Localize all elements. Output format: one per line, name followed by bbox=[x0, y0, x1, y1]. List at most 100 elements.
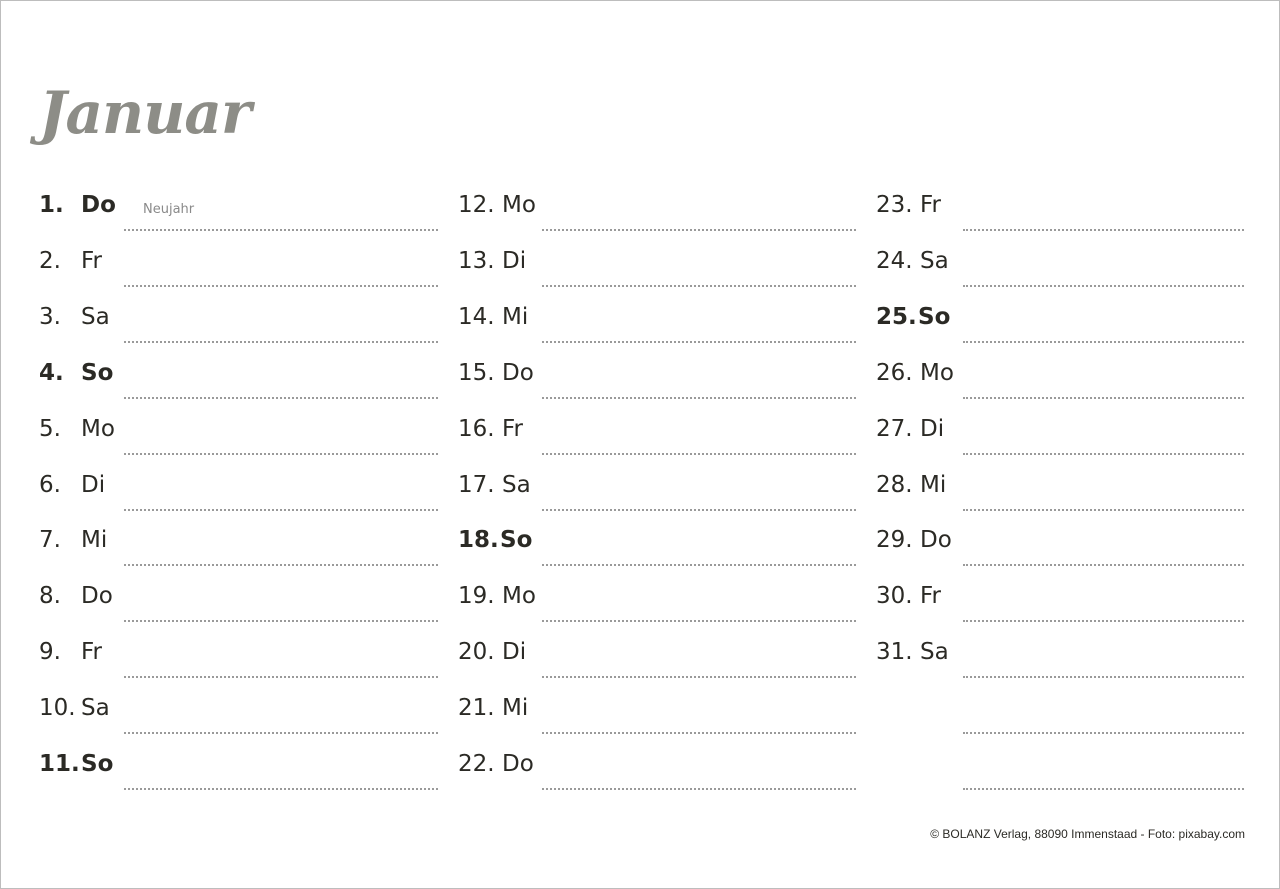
day-row bbox=[876, 686, 1244, 742]
day-row: 25. So bbox=[876, 295, 1244, 351]
weekday: Do bbox=[81, 192, 116, 218]
day-row: 8. Do bbox=[39, 574, 438, 630]
writing-line[interactable] bbox=[963, 452, 1244, 455]
writing-line[interactable] bbox=[963, 229, 1244, 231]
day-row: 2. Fr bbox=[39, 239, 438, 295]
day-row: 28. Mi bbox=[876, 463, 1244, 519]
writing-line[interactable] bbox=[124, 788, 438, 790]
weekday: Fr bbox=[920, 192, 942, 218]
weekday: Mi bbox=[502, 303, 529, 330]
day-row bbox=[876, 742, 1244, 798]
day-number: 12. bbox=[458, 192, 495, 218]
weekday: Sa bbox=[920, 639, 949, 666]
day-row: 21. Mi bbox=[458, 686, 856, 742]
day-number: 29. bbox=[876, 527, 913, 554]
writing-line[interactable] bbox=[542, 284, 856, 287]
writing-line[interactable] bbox=[124, 508, 438, 511]
weekday: Mo bbox=[502, 192, 536, 218]
day-number: 21. bbox=[458, 695, 495, 722]
day-number: 25. bbox=[876, 303, 917, 330]
writing-line[interactable] bbox=[124, 340, 438, 343]
day-row: 15. Do bbox=[458, 351, 856, 407]
writing-line[interactable] bbox=[124, 620, 438, 623]
day-row: 17. Sa bbox=[458, 463, 856, 519]
weekday: Do bbox=[502, 359, 534, 386]
writing-line[interactable] bbox=[963, 788, 1244, 790]
day-row: 16. Fr bbox=[458, 407, 856, 463]
writing-line[interactable] bbox=[963, 284, 1244, 287]
writing-line[interactable] bbox=[542, 508, 856, 511]
day-number: 6. bbox=[39, 471, 61, 498]
day-row: 9. Fr bbox=[39, 630, 438, 686]
day-row: 1. Do Neujahr bbox=[39, 183, 438, 239]
writing-line[interactable] bbox=[963, 732, 1244, 735]
writing-line[interactable] bbox=[542, 340, 856, 343]
writing-line[interactable] bbox=[124, 452, 438, 455]
weekday: Di bbox=[502, 639, 527, 666]
writing-line[interactable] bbox=[542, 452, 856, 455]
weekday: Sa bbox=[81, 303, 110, 330]
writing-line[interactable] bbox=[124, 732, 438, 735]
weekday: So bbox=[918, 303, 951, 330]
writing-line[interactable] bbox=[963, 340, 1244, 343]
weekday: Mo bbox=[502, 583, 536, 610]
weekday: So bbox=[500, 527, 533, 554]
writing-line[interactable] bbox=[124, 396, 438, 399]
day-row: 24. Sa bbox=[876, 239, 1244, 295]
day-number: 30. bbox=[876, 583, 913, 610]
weekday: Di bbox=[920, 415, 945, 442]
day-row: 26. Mo bbox=[876, 351, 1244, 407]
day-number: 11. bbox=[39, 751, 80, 777]
writing-line[interactable] bbox=[542, 229, 856, 231]
writing-line[interactable] bbox=[963, 676, 1244, 679]
day-number: 7. bbox=[39, 527, 61, 554]
writing-line[interactable] bbox=[124, 564, 438, 567]
day-number: 31. bbox=[876, 639, 913, 666]
weekday: Di bbox=[502, 247, 527, 274]
day-number: 13. bbox=[458, 247, 495, 274]
weekday: Fr bbox=[81, 247, 103, 274]
weekday: Mo bbox=[81, 415, 115, 442]
day-number: 16. bbox=[458, 415, 495, 442]
day-number: 10. bbox=[39, 695, 76, 722]
writing-line[interactable] bbox=[124, 229, 438, 231]
day-number: 19. bbox=[458, 583, 495, 610]
weekday: Mi bbox=[81, 527, 108, 554]
writing-line[interactable] bbox=[542, 732, 856, 735]
weekday: Sa bbox=[502, 471, 531, 498]
copyright-footer: © BOLANZ Verlag, 88090 Immenstaad - Foto… bbox=[930, 827, 1245, 841]
day-number: 27. bbox=[876, 415, 913, 442]
writing-line[interactable] bbox=[963, 508, 1244, 511]
weekday: Mi bbox=[502, 695, 529, 722]
writing-line[interactable] bbox=[124, 676, 438, 679]
day-row: 11. So bbox=[39, 742, 438, 798]
day-number: 17. bbox=[458, 471, 495, 498]
day-row: 30. Fr bbox=[876, 574, 1244, 630]
day-row: 6. Di bbox=[39, 463, 438, 519]
weekday: Do bbox=[920, 527, 952, 554]
weekday: Sa bbox=[920, 247, 949, 274]
writing-line[interactable] bbox=[542, 788, 856, 790]
day-row: 3. Sa bbox=[39, 295, 438, 351]
weekday: Mo bbox=[920, 359, 954, 386]
writing-line[interactable] bbox=[963, 620, 1244, 623]
day-number: 5. bbox=[39, 415, 61, 442]
day-number: 8. bbox=[39, 583, 61, 610]
month-title: Januar bbox=[39, 79, 251, 147]
writing-line[interactable] bbox=[542, 396, 856, 399]
weekday: So bbox=[81, 359, 114, 386]
writing-line[interactable] bbox=[124, 284, 438, 287]
day-number: 23. bbox=[876, 192, 913, 218]
day-number: 3. bbox=[39, 303, 61, 330]
writing-line[interactable] bbox=[542, 676, 856, 679]
writing-line[interactable] bbox=[542, 564, 856, 567]
writing-line[interactable] bbox=[542, 620, 856, 623]
day-number: 4. bbox=[39, 359, 64, 386]
day-row: 12. Mo bbox=[458, 183, 856, 239]
writing-line[interactable] bbox=[963, 564, 1244, 567]
writing-line[interactable] bbox=[963, 396, 1244, 399]
weekday: Do bbox=[502, 751, 534, 777]
weekday: Di bbox=[81, 471, 106, 498]
weekday: Do bbox=[81, 583, 113, 610]
day-number: 24. bbox=[876, 247, 913, 274]
